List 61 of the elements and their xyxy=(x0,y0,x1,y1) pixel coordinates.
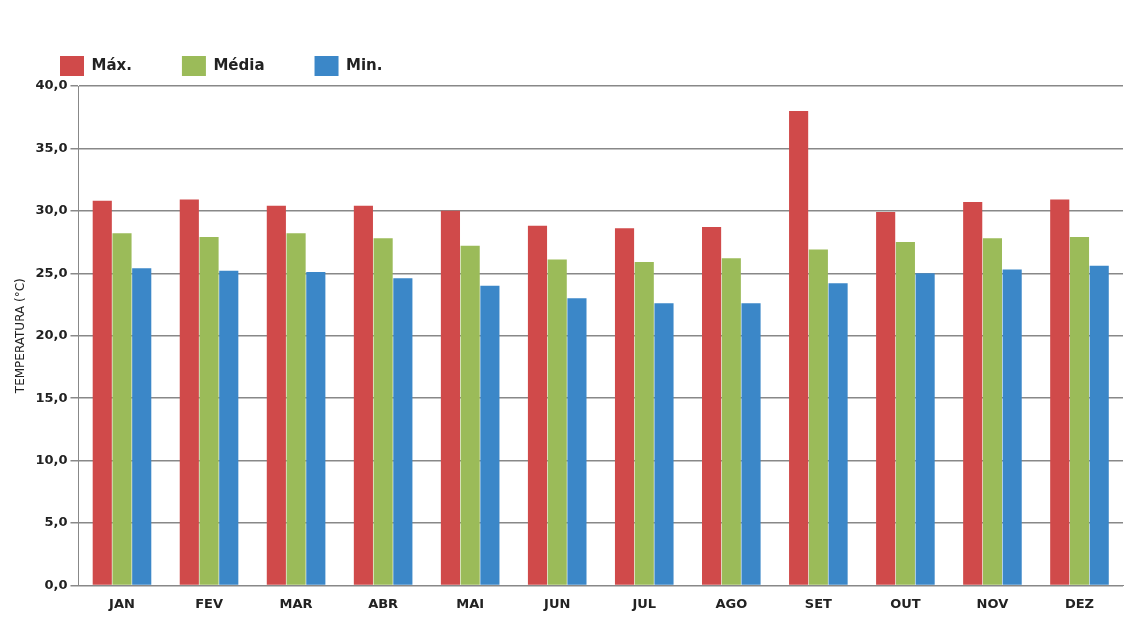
bar xyxy=(199,237,219,585)
legend-label: Min. xyxy=(346,55,383,74)
y-tick-label: 30,0 xyxy=(35,202,68,218)
bar xyxy=(702,227,722,585)
bar xyxy=(1002,269,1022,585)
legend-label: Máx. xyxy=(91,55,132,74)
bar xyxy=(876,212,896,585)
bar xyxy=(393,278,413,585)
bar xyxy=(614,228,635,585)
y-axis-title: TEMPERATURA (°C) xyxy=(13,278,28,395)
bar xyxy=(634,262,654,585)
x-tick-label: AGO xyxy=(715,595,748,611)
bar xyxy=(440,210,461,585)
bar xyxy=(460,245,480,585)
bar xyxy=(527,225,548,585)
bar xyxy=(1089,265,1109,585)
x-tick-label: JUL xyxy=(631,595,657,611)
bar xyxy=(982,238,1002,585)
bar xyxy=(721,258,741,585)
x-tick-label: MAI xyxy=(456,595,485,611)
bar xyxy=(567,298,587,585)
legend-label: Média xyxy=(213,55,265,74)
x-tick-label: DEZ xyxy=(1064,595,1095,611)
x-tick-label: MAR xyxy=(279,595,313,611)
x-tick-label: ABR xyxy=(368,595,399,611)
y-tick-label: 15,0 xyxy=(35,389,68,405)
bar xyxy=(353,205,373,585)
x-tick-label: NOV xyxy=(976,595,1009,611)
bar xyxy=(286,233,306,585)
bar xyxy=(963,202,983,585)
y-tick-label: 35,0 xyxy=(35,139,68,155)
bar xyxy=(654,303,674,585)
bar xyxy=(306,272,326,585)
bar xyxy=(132,268,152,585)
bar xyxy=(547,259,567,585)
x-tick-label: FEV xyxy=(195,595,223,611)
bar xyxy=(266,205,286,585)
bar xyxy=(112,233,132,585)
y-tick-label: 0,0 xyxy=(44,576,68,592)
bar xyxy=(1050,199,1070,585)
bar xyxy=(92,200,112,585)
bar xyxy=(741,303,761,585)
bar xyxy=(373,238,393,585)
y-tick-label: 20,0 xyxy=(35,327,68,343)
bar xyxy=(808,249,828,585)
bar xyxy=(915,273,935,585)
bar xyxy=(179,199,199,585)
bar xyxy=(1069,237,1090,585)
x-tick-label: OUT xyxy=(890,595,921,611)
y-tick-label: 10,0 xyxy=(35,451,68,467)
x-tick-label: JAN xyxy=(108,595,135,611)
bar xyxy=(219,270,239,585)
y-tick-label: 5,0 xyxy=(44,514,68,530)
bar xyxy=(895,242,915,585)
bar xyxy=(828,283,848,585)
y-tick-label: 25,0 xyxy=(35,264,68,280)
bar xyxy=(480,285,500,585)
bar xyxy=(789,110,809,585)
y-tick-label: 40,0 xyxy=(35,77,68,93)
x-tick-label: SET xyxy=(804,595,833,611)
x-tick-label: JUN xyxy=(543,595,571,611)
